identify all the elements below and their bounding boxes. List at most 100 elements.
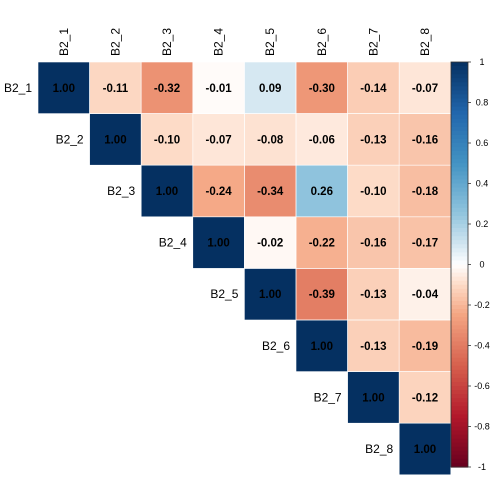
column-label-B2_6: B2_6: [315, 28, 329, 56]
cell-value-B2_1-B2_1: 1.00: [53, 83, 75, 95]
column-label-B2_1: B2_1: [57, 28, 71, 56]
heatmap-cell-B2_2-B2_8: [399, 113, 451, 166]
colorbar-segment: [451, 386, 468, 391]
colorbar-segment: [451, 264, 468, 270]
colorbar-segment: [451, 365, 468, 371]
colorbar-segment: [451, 74, 468, 79]
colorbar-segment: [451, 167, 468, 172]
colorbar-segment: [451, 122, 468, 128]
cell-value-B2_6-B2_6: 1.00: [311, 341, 333, 353]
row-label-B2_3: B2_3: [107, 184, 135, 198]
colorbar-segment: [451, 390, 468, 395]
row-label-B2_7: B2_7: [314, 390, 342, 404]
colorbar-segment: [451, 126, 468, 132]
colorbar-segment: [451, 450, 468, 456]
colorbar-segment: [451, 309, 468, 314]
colorbar-segment: [451, 86, 468, 91]
colorbar-segment: [451, 62, 468, 67]
heatmap-cell-B2_3-B2_7: [347, 165, 400, 217]
colorbar-segment: [451, 106, 468, 112]
heatmap-cell-B2_1-B2_1: [38, 62, 90, 114]
row-label-B2_6: B2_6: [262, 339, 290, 353]
colorbar-segment: [451, 82, 468, 87]
colorbar-segment: [451, 151, 468, 156]
cell-value-B2_2-B2_7: -0.13: [360, 134, 386, 146]
heatmap-cell-B2_3-B2_6: [296, 165, 348, 217]
colorbar-segment: [451, 329, 468, 334]
heatmap-cell-B2_5-B2_5: [244, 268, 296, 320]
colorbar-segment: [451, 434, 468, 440]
colorbar-segment: [451, 402, 468, 407]
colorbar-segment: [451, 232, 468, 237]
cell-value-B2_1-B2_2: -0.11: [103, 83, 129, 95]
cell-value-B2_2-B2_6: -0.06: [309, 134, 335, 146]
cell-value-B2_1-B2_4: -0.01: [205, 83, 232, 95]
colorbar-segment: [451, 94, 468, 100]
colorbar-segment: [451, 333, 468, 338]
colorbar-segment: [451, 163, 468, 168]
colorbar-segment: [451, 381, 468, 387]
colorbar-segment: [451, 147, 468, 152]
heatmap-cell-B2_2-B2_5: [244, 113, 296, 166]
cell-value-B2_3-B2_3: 1.00: [156, 186, 178, 198]
colorbar-segment: [451, 313, 468, 318]
colorbar-tick-label: 1: [479, 57, 484, 67]
colorbar-tick-label: -0.8: [474, 422, 490, 432]
heatmap-cell-B2_1-B2_4: [192, 62, 245, 114]
heatmap-cell-B2_6-B2_6: [296, 320, 348, 372]
cell-value-B2_6-B2_7: -0.13: [360, 341, 386, 353]
colorbar-segment: [451, 394, 468, 399]
colorbar-segment: [451, 462, 468, 468]
colorbar-tick-label: 0.4: [476, 179, 489, 189]
cell-value-B2_1-B2_6: -0.30: [309, 83, 335, 95]
colorbar-segment: [451, 66, 468, 71]
colorbar-segment: [451, 414, 468, 419]
colorbar-segment: [451, 373, 468, 379]
cell-value-B2_5-B2_8: -0.04: [412, 289, 439, 301]
heatmap-cell-B2_7-B2_7: [347, 371, 400, 424]
colorbar-segment: [451, 98, 468, 104]
colorbar-segment: [451, 248, 468, 253]
heatmap-cell-B2_4-B2_4: [192, 216, 245, 269]
colorbar-segment: [451, 175, 468, 181]
colorbar-segment: [451, 114, 468, 120]
colorbar-segment: [451, 268, 468, 274]
colorbar-segment: [451, 183, 468, 189]
heatmap-cell-B2_3-B2_3: [141, 165, 193, 217]
colorbar-segment: [451, 341, 468, 347]
heatmap-cell-B2_4-B2_8: [399, 216, 451, 269]
colorbar-tick-label: -0.2: [474, 300, 490, 310]
colorbar-segment: [451, 406, 468, 411]
colorbar-segment: [451, 296, 468, 302]
colorbar-tick-label: 0: [479, 260, 484, 270]
colorbar-tick-label: -0.6: [474, 381, 490, 391]
colorbar-segment: [451, 187, 468, 193]
heatmap-cell-B2_1-B2_6: [296, 62, 348, 114]
row-label-B2_5: B2_5: [210, 287, 238, 301]
cell-value-B2_1-B2_7: -0.14: [360, 83, 387, 95]
row-label-B2_2: B2_2: [56, 132, 84, 146]
cell-value-B2_1-B2_8: -0.07: [412, 83, 438, 95]
colorbar-segment: [451, 203, 468, 209]
colorbar-tick-label: 0.2: [476, 219, 489, 229]
heatmap-cell-B2_6-B2_8: [399, 320, 451, 372]
colorbar-segment: [451, 430, 468, 436]
cell-value-B2_5-B2_7: -0.13: [360, 289, 386, 301]
heatmap-cell-B2_1-B2_5: [244, 62, 296, 114]
colorbar-segment: [451, 252, 468, 257]
cell-value-B2_2-B2_3: -0.10: [154, 134, 180, 146]
colorbar-segment: [451, 240, 468, 245]
colorbar-segment: [451, 191, 468, 197]
cell-value-B2_2-B2_8: -0.16: [412, 134, 438, 146]
cell-value-B2_2-B2_4: -0.07: [205, 134, 231, 146]
colorbar-segment: [451, 102, 468, 108]
colorbar-segment: [451, 446, 468, 452]
heatmap-cell-B2_4-B2_5: [244, 216, 296, 269]
heatmap-cell-B2_5-B2_8: [399, 268, 451, 320]
colorbar-segment: [451, 377, 468, 383]
colorbar-segment: [451, 398, 468, 403]
column-label-B2_8: B2_8: [418, 28, 432, 56]
colorbar-segment: [451, 280, 468, 286]
cell-value-B2_4-B2_6: -0.22: [309, 238, 335, 250]
column-label-B2_2: B2_2: [108, 28, 122, 56]
